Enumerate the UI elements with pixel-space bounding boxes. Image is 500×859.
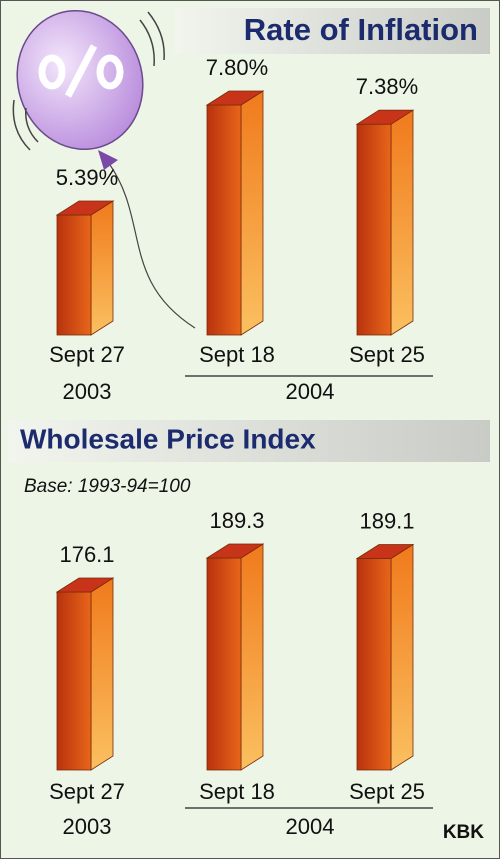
year-label: 2004 [286,814,335,839]
value-label: 189.1 [359,508,414,533]
bar-side [390,109,414,336]
bar [206,104,242,336]
bar-top [205,90,265,106]
bar-top [55,577,115,593]
bar [356,558,392,771]
bar-top [355,109,415,125]
value-label: 176.1 [59,542,114,567]
value-label: 7.38% [356,74,418,99]
bar-side [240,543,264,771]
x-tick-label: Sept 25 [349,342,425,367]
bar-top [355,544,415,559]
bar-side [90,200,114,336]
x-tick-label: Sept 25 [349,779,425,804]
bar [56,214,92,336]
bar-side [90,577,114,771]
title-band [8,420,490,462]
value-label: 7.80% [206,55,268,80]
value-label: 189.3 [209,508,264,533]
title-band [175,8,490,54]
bar [56,591,92,771]
credit: KBK [443,822,484,843]
bar-top [55,200,115,216]
x-tick-label: Sept 18 [199,342,275,367]
chart-title: Rate of Inflation [244,12,478,47]
bar [206,557,242,771]
bar-side [390,543,414,771]
bar [356,123,392,336]
balloon [12,9,196,329]
value-label: 5.39% [56,165,118,190]
chart-subtitle: Base: 1993-94=100 [24,476,191,497]
bar-side [240,90,264,336]
chart-title: Wholesale Price Index [20,423,316,454]
year-label: 2004 [286,379,335,404]
x-tick-label: Sept 27 [49,779,125,804]
x-tick-label: Sept 27 [49,342,125,367]
x-tick-label: Sept 18 [199,779,275,804]
year-label: 2003 [63,379,112,404]
bar-top [205,543,265,559]
year-label: 2003 [63,814,112,839]
